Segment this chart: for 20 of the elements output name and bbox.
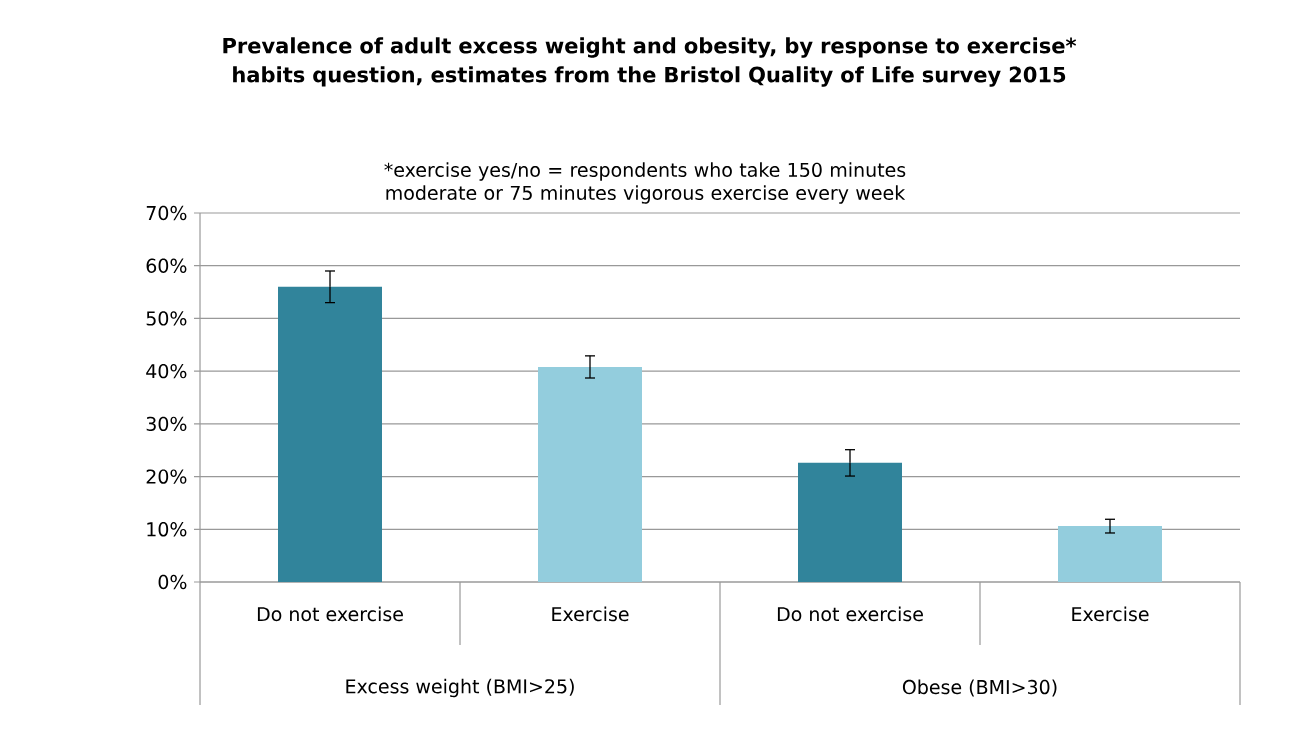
y-tick-label: 10% [147,522,187,537]
x-tick-label: Exercise [552,606,629,622]
x-tick-label: Do not exercise [257,606,403,622]
y-tick-label: 20% [146,469,187,484]
y-tick-label: 60% [146,258,187,273]
chart-title: Prevalence of adult excess weight and obesity, by response to exercise* habits question, estimates from the Bristol Quality of Life survey 2015 [223,37,1077,87]
y-tick-label: 40% [146,363,187,379]
x-tick-label: Exercise [1072,606,1149,622]
y-tick-label: 70% [146,205,187,221]
y-tick-label: 30% [146,416,187,432]
x-tick-label: Do not exercise [777,606,923,622]
text: Obese (BMI>30) [902,679,1057,697]
text: Excess weight (BMI>25) [346,678,574,698]
bar [538,366,643,582]
bar [798,462,902,582]
chart-subtitle: *exercise yes/no = respondents who take 150 minutes moderate or 75 minutes vigorous exercise every week [384,162,906,204]
y-tick-label: 0% [158,574,187,590]
bar [1058,526,1162,582]
y-tick-label: 50% [146,311,187,326]
bar [278,286,383,582]
